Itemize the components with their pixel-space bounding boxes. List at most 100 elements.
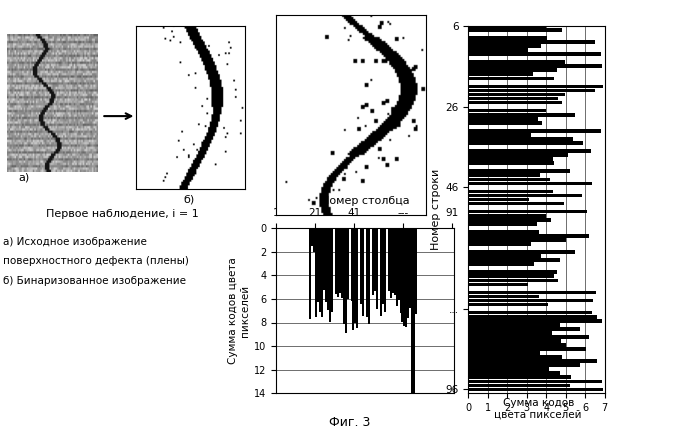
Bar — [468, 311, 592, 314]
Bar — [468, 44, 541, 48]
Bar — [468, 323, 560, 327]
Bar — [401, 228, 403, 322]
Bar — [372, 228, 374, 295]
Bar — [468, 36, 547, 40]
Bar — [317, 228, 319, 302]
Bar — [329, 228, 331, 322]
Bar — [468, 92, 565, 96]
Bar — [468, 40, 595, 44]
Bar — [468, 190, 554, 193]
Bar — [468, 355, 562, 359]
Bar — [468, 335, 589, 339]
Bar — [382, 228, 384, 304]
Bar — [468, 230, 540, 233]
Bar — [396, 228, 398, 306]
Bar — [468, 234, 589, 238]
Bar — [468, 331, 552, 335]
Bar — [468, 64, 602, 68]
Bar — [468, 161, 554, 165]
Bar — [468, 141, 583, 145]
Bar — [356, 228, 359, 328]
Bar — [405, 228, 408, 327]
Bar — [362, 228, 364, 316]
Bar — [468, 250, 575, 254]
Bar — [347, 228, 349, 299]
Bar — [368, 228, 370, 324]
Bar — [468, 73, 533, 76]
X-axis label: Номер столбца: Номер столбца — [321, 196, 410, 206]
Bar — [325, 228, 327, 301]
Bar — [468, 327, 580, 331]
Bar — [468, 347, 586, 351]
Bar — [468, 315, 597, 319]
Bar — [315, 228, 317, 317]
Bar — [468, 351, 540, 355]
Bar — [390, 228, 391, 298]
Bar — [468, 343, 566, 347]
Bar — [468, 60, 565, 64]
Bar — [468, 262, 533, 266]
Bar — [345, 228, 347, 333]
Bar — [380, 228, 382, 316]
Bar — [410, 228, 411, 308]
Bar — [366, 228, 368, 317]
Text: б): б) — [183, 194, 194, 204]
Bar — [468, 291, 596, 294]
Bar — [339, 228, 340, 293]
Bar — [468, 101, 562, 104]
Text: а): а) — [19, 172, 30, 183]
Bar — [468, 274, 554, 278]
Bar — [468, 299, 593, 302]
Bar — [327, 228, 329, 310]
Bar — [468, 149, 591, 153]
Bar — [468, 283, 528, 286]
Y-axis label: Номер строки: Номер строки — [431, 169, 441, 250]
Bar — [468, 339, 561, 343]
Bar — [468, 303, 548, 307]
Bar — [335, 228, 337, 294]
Bar — [468, 194, 582, 197]
Bar — [468, 97, 558, 100]
Bar — [468, 85, 603, 88]
Bar — [360, 228, 362, 304]
Bar — [468, 242, 531, 246]
Text: Сумма кодов
цвета пикселей: Сумма кодов цвета пикселей — [494, 397, 582, 419]
Bar — [468, 367, 549, 371]
Bar — [468, 279, 558, 282]
Bar — [391, 228, 394, 293]
Bar — [374, 228, 376, 291]
Bar — [468, 270, 557, 274]
Bar — [468, 173, 540, 177]
Text: а) Исходное изображение: а) Исходное изображение — [3, 237, 147, 247]
Bar — [468, 384, 570, 387]
Bar — [415, 228, 417, 313]
Bar — [468, 133, 531, 137]
Bar — [350, 228, 352, 301]
Bar — [468, 214, 545, 218]
Bar — [468, 202, 563, 206]
Bar — [468, 109, 546, 113]
Bar — [313, 228, 315, 252]
Bar — [468, 198, 529, 201]
Bar — [394, 228, 396, 295]
Bar — [311, 228, 313, 246]
Bar — [468, 372, 559, 375]
Bar — [468, 319, 603, 322]
Bar — [468, 380, 602, 383]
Text: поверхностного дефекта (плены): поверхностного дефекта (плены) — [3, 256, 189, 267]
Text: Фиг. 3: Фиг. 3 — [329, 416, 370, 429]
Bar — [468, 359, 597, 363]
Bar — [468, 68, 557, 72]
Bar — [468, 375, 571, 379]
Bar — [411, 228, 413, 393]
Bar — [352, 228, 354, 330]
Bar — [468, 137, 573, 141]
Bar — [468, 48, 528, 52]
Bar — [468, 157, 553, 161]
Bar — [468, 238, 565, 242]
Bar — [468, 363, 580, 367]
Bar — [468, 169, 570, 173]
Bar — [468, 254, 542, 258]
Text: Первое наблюдение, i = 1: Первое наблюдение, i = 1 — [46, 209, 199, 219]
Bar — [468, 218, 551, 221]
